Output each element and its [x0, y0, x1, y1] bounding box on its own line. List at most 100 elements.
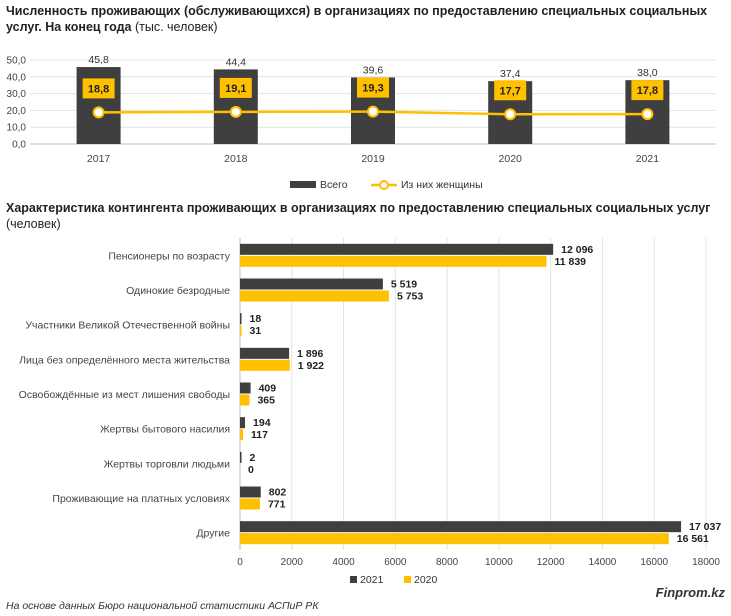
category-label: Лица без определённого места жительства [19, 354, 230, 366]
bar-total-label: 44,4 [226, 56, 247, 68]
bar-2021 [240, 486, 261, 498]
bar-2020 [240, 429, 244, 441]
source-note: На основе данных Бюро национальной стати… [6, 600, 319, 612]
legend-women-label: Из них женщины [401, 179, 483, 191]
bar-2021 [240, 382, 251, 394]
bar-2020 [240, 325, 242, 337]
line-women-label-box [631, 80, 664, 101]
legend-women-marker [379, 180, 389, 190]
bar-2021-label: 12 096 [561, 244, 593, 256]
y-tick-label: 50,0 [7, 56, 27, 67]
x-tick-label: 14000 [589, 557, 617, 568]
legend-total-label: Всего [320, 179, 348, 191]
bar-total-label: 37,4 [500, 68, 521, 80]
chart2-title-bold: Характеристика контингента проживающих в… [6, 201, 711, 215]
bar-2021-label: 409 [259, 383, 277, 395]
x-tick-label: 0 [237, 557, 243, 568]
x-tick-label: 4000 [332, 557, 355, 568]
x-tick-label: 8000 [436, 557, 459, 568]
legend-2020-swatch [404, 576, 411, 583]
line-women-label-box [357, 77, 389, 98]
line-women-label-box [494, 80, 527, 101]
bar-2020 [240, 359, 290, 371]
category-label: Участники Великой Отечественной войны [25, 320, 230, 332]
x-tick-label: 2017 [87, 153, 111, 165]
category-label: Одинокие безродные [126, 285, 230, 297]
bar-2020 [240, 255, 547, 267]
category-label: Проживающие на платных условиях [52, 493, 230, 505]
line-women-label: 19,3 [362, 83, 383, 95]
bar-2021 [240, 521, 682, 533]
bar-2020-label: 5 753 [397, 291, 423, 303]
legend-2020-label: 2020 [414, 574, 438, 586]
bar-2021 [240, 417, 246, 429]
line-women-label: 18,8 [88, 83, 109, 95]
bar-total-label: 39,6 [363, 64, 384, 76]
bar-2021-label: 17 037 [689, 521, 721, 533]
category-label: Пенсионеры по возрасту [108, 250, 230, 262]
bar-2021 [240, 347, 290, 359]
chart2-title-unit: (человек) [6, 217, 61, 231]
line-women-point [229, 105, 242, 118]
line-women-label: 17,7 [499, 85, 520, 97]
bar-2020 [240, 533, 669, 545]
bar-2021-label: 2 [250, 452, 256, 464]
category-label: Освобождённые из мест лишения свободы [19, 389, 230, 401]
x-tick-label: 2000 [281, 557, 304, 568]
x-tick-label: 16000 [640, 557, 668, 568]
category-label: Другие [196, 528, 230, 540]
bar-2021-label: 194 [253, 417, 271, 429]
chart1-total-and-women: 0,0 10,0 20,0 30,0 40,0 50,0 45,8 2017 44,4 2018 3… [7, 54, 716, 191]
category-label: Жертвы бытового насилия [100, 424, 230, 436]
bar-2020-label: 16 561 [677, 533, 709, 545]
bar-2021-label: 5 519 [391, 279, 417, 291]
chart1-title: Численность проживающих (обслуживающихся… [6, 3, 728, 35]
brand-watermark: Finprom.kz [655, 585, 725, 600]
category-label: Жертвы торговли людьми [104, 458, 231, 470]
x-tick-label: 6000 [384, 557, 407, 568]
line-women-point [92, 106, 105, 119]
bar-2021-label: 18 [250, 313, 262, 325]
bar-2020-label: 0 [248, 464, 254, 476]
y-tick-label: 40,0 [7, 72, 27, 83]
legend-total-swatch [290, 181, 316, 188]
chart2-title: Характеристика контингента проживающих в… [6, 200, 728, 232]
bar-2021 [240, 313, 242, 325]
x-tick-label: 10000 [485, 557, 513, 568]
bar-2020-label: 365 [257, 395, 275, 407]
y-tick-label: 0,0 [12, 140, 26, 151]
y-tick-label: 20,0 [7, 106, 27, 117]
bar-2021 [240, 278, 383, 290]
bar-2020-label: 117 [251, 429, 268, 441]
bar-2020-label: 11 839 [554, 256, 586, 268]
legend-2021-label: 2021 [360, 574, 384, 586]
bar-2021-label: 802 [269, 487, 287, 499]
bar-total-label: 38,0 [637, 67, 658, 79]
legend-2021-swatch [350, 576, 357, 583]
y-tick-label: 30,0 [7, 89, 27, 100]
y-tick-label: 10,0 [7, 123, 27, 134]
chart1-title-unit: (тыс. человек) [134, 20, 218, 34]
x-tick-label: 2019 [361, 153, 385, 165]
line-women-point [367, 105, 379, 118]
bar-2020 [240, 290, 389, 302]
bar-2020 [240, 498, 260, 510]
bar-2020-label: 31 [250, 325, 262, 337]
bar-2021-label: 1 896 [297, 348, 323, 360]
chart1-title-bold: Численность проживающих (обслуживающихся… [6, 4, 708, 34]
x-tick-label: 2021 [636, 153, 660, 165]
bar-2020-label: 1 922 [298, 360, 324, 372]
chart2-contingent: 0 2000 4000 6000 8000 10000 12000 14000 16000 180… [19, 238, 721, 586]
bar-2020 [240, 394, 250, 406]
line-women-label-box [82, 78, 115, 99]
x-tick-label: 18000 [692, 557, 720, 568]
x-tick-label: 2020 [499, 153, 523, 165]
bar-total-label: 45,8 [88, 54, 109, 66]
line-women-point [641, 108, 654, 121]
x-tick-label: 2018 [224, 153, 248, 165]
bar-2020-label: 771 [268, 499, 286, 511]
bar-2021 [240, 243, 554, 255]
line-women-label: 17,8 [637, 85, 658, 97]
line-women-point [504, 108, 517, 121]
x-tick-label: 12000 [537, 557, 565, 568]
